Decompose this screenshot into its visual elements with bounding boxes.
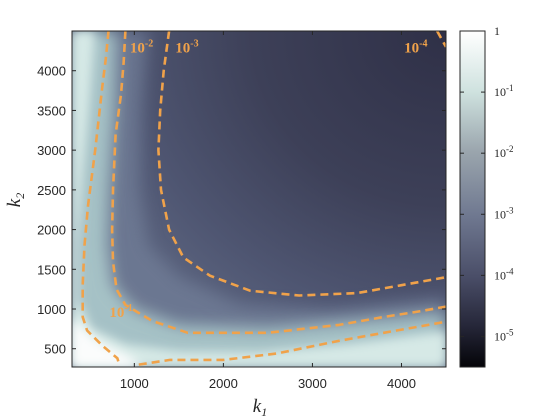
y-tick-label: 1500 [37,262,66,277]
colorbar-tick-label: 10-4 [494,266,514,282]
x-axis-label: k1 [253,396,267,419]
contour-label: 10-1 [109,303,132,321]
y-tick-label: 4000 [37,64,66,79]
y-tick-label: 3000 [37,143,66,158]
y-tick-label: 500 [44,342,66,357]
contour-line [157,31,446,297]
y-tick-label: 2000 [37,223,66,238]
contour-labels: 10-1 10-2 10-3 10-4 [109,38,427,321]
colorbar-tick-label: 10-5 [494,327,514,343]
x-tick-label: 4000 [387,376,416,391]
colorbar: 1 10-1 10-2 10-3 10-4 10-5 [459,24,514,368]
heatmap-band [72,31,446,367]
colorbar-ticks: 1 10-1 10-2 10-3 10-4 10-5 [460,24,514,343]
x-tick-label: 2000 [209,376,238,391]
y-tick-label: 1000 [37,302,66,317]
y-tick-label: 3500 [37,103,66,118]
contour-label: 10-4 [404,38,427,56]
plot-frame [71,30,447,368]
heatmap-band [72,317,142,367]
contour-line [138,320,446,366]
colorbar-tick-label: 10-2 [494,144,514,160]
colorbar-tick-label: 10-3 [494,205,514,221]
contour-line [110,31,446,335]
contour-label: 10-3 [175,38,198,56]
y-tick-label: 2500 [37,183,66,198]
x-tick-label: 1000 [120,376,149,391]
contour-label: 10-2 [130,38,153,56]
x-tick-label: 3000 [298,376,327,391]
contour-line [81,31,121,365]
heatmap-field: 10-1 10-2 10-3 10-4 [72,31,446,367]
contour-line [435,31,446,48]
heatmap-band [72,31,446,367]
colorbar-tick-label: 1 [494,24,500,38]
y-axis-label: k2 [4,193,27,207]
colorbar-tick-label: 10-1 [494,83,514,99]
y-axis: 500 1000 1500 2000 2500 3000 3500 4000 [37,64,446,357]
colorbar-gradient [459,30,486,368]
x-axis: 1000 2000 3000 4000 [120,31,416,391]
contour-lines [81,31,446,366]
